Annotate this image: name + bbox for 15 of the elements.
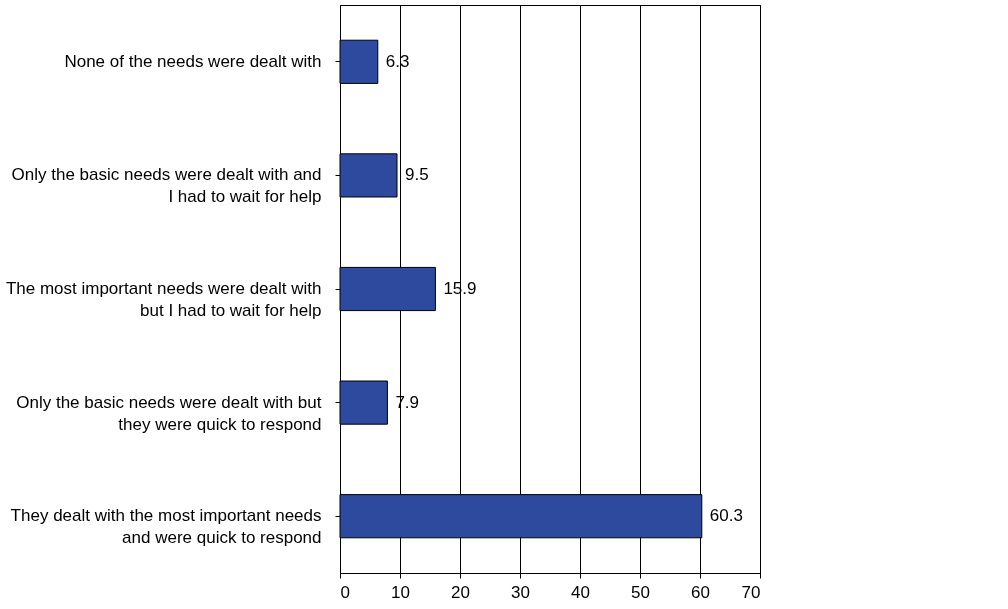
- x-tick-label: 0: [340, 582, 350, 602]
- x-tick-label: 40: [571, 582, 590, 602]
- y-tick-label: Only the basic needs were dealt with but they were quick to respond: [16, 392, 322, 434]
- data-label: 9.5: [405, 165, 429, 185]
- x-tick-label: 20: [451, 582, 470, 602]
- y-tick-label: Only the basic needs were dealt with and I had to wait for help: [11, 165, 322, 207]
- x-tick-label: 60: [691, 582, 710, 602]
- data-label: 60.3: [709, 506, 743, 526]
- y-tick-label: None of the needs were dealt with: [64, 51, 322, 71]
- x-tick-label: 30: [511, 582, 530, 602]
- x-tick-label: 70: [741, 582, 761, 602]
- y-tick-label: The most important needs were dealt with but I had to wait for help: [5, 279, 322, 320]
- x-tick-label: 10: [391, 582, 410, 602]
- y-tick-label: They dealt with the most important needs and were quick to respond: [10, 506, 322, 548]
- x-tick-label: 50: [631, 582, 650, 602]
